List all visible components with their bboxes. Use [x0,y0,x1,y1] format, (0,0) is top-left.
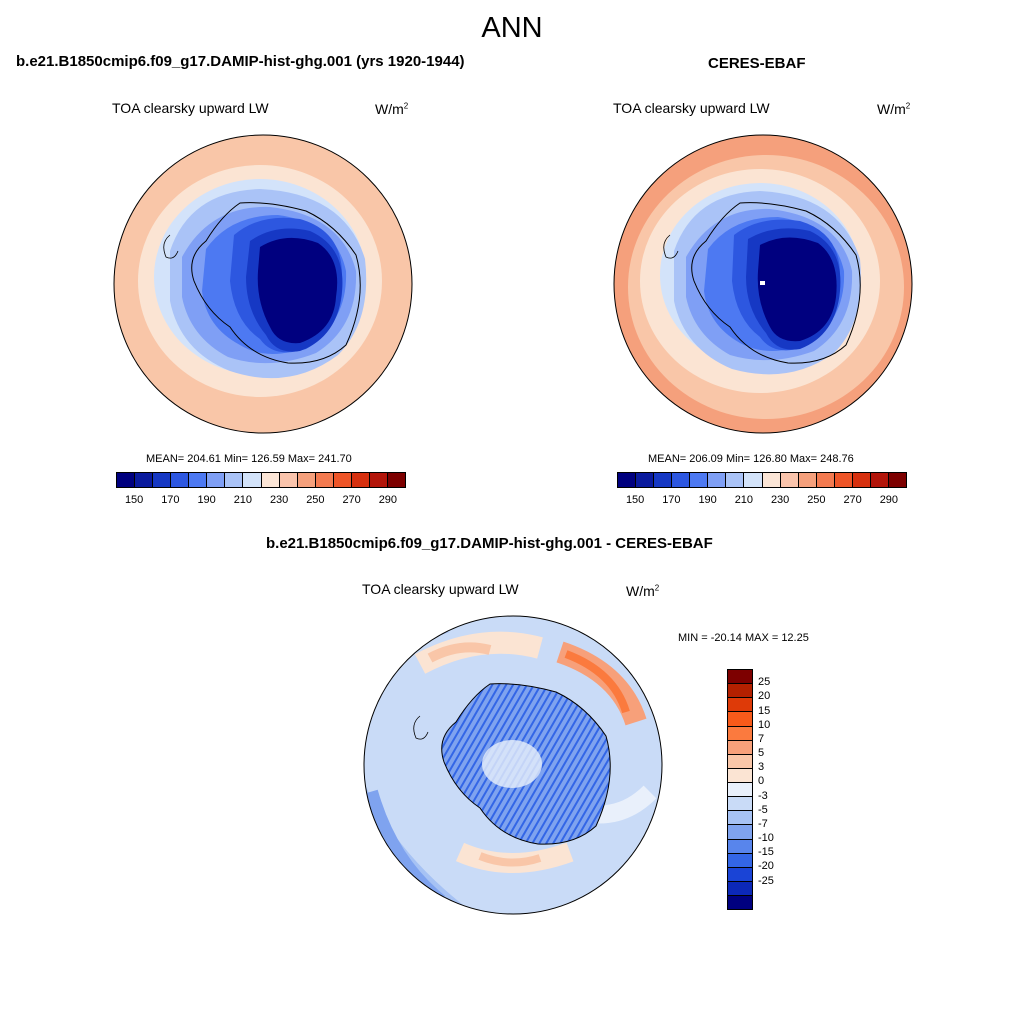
right-colorbar-swatch [744,473,763,487]
diff-stats: MIN = -20.14 MAX = 12.25 [678,632,809,644]
diff-colorbar-swatch [728,768,752,783]
right-colorbar-swatch [798,473,817,487]
left-case-title: b.e21.B1850cmip6.f09_g17.DAMIP-hist-ghg.… [16,53,465,70]
right-polar-map [613,134,913,434]
right-colorbar-swatch [726,473,745,487]
diff-colorbar-swatch [728,839,752,854]
diff-colorbar-tick-label: -15 [758,846,774,859]
right-colorbar-swatch [888,473,906,487]
diff-colorbar-tick-label: -25 [758,874,774,887]
diff-colorbar-tick-label: 3 [758,761,765,774]
diff-colorbar-swatch [728,853,752,868]
diff-colorbar-swatch [728,797,752,812]
right-colorbar-swatch [834,473,853,487]
left-colorbar-tick-label: 230 [269,494,289,506]
right-colorbar-swatch [654,473,673,487]
left-colorbar-tick-label: 150 [124,494,144,506]
left-stats: MEAN= 204.61 Min= 126.59 Max= 241.70 [146,453,352,465]
right-colorbar [617,472,907,488]
right-colorbar-swatch [672,473,691,487]
left-colorbar-swatch [315,473,334,487]
left-units-label: W/m2 [375,101,409,117]
right-colorbar-tick-label: 190 [698,494,717,506]
right-colorbar-tick-label: 250 [807,494,826,506]
right-colorbar-swatch [816,473,835,487]
diff-colorbar-tick-label: 7 [758,732,765,745]
left-colorbar-tick-label: 270 [342,494,361,506]
diff-colorbar-tick-label: 0 [758,775,765,788]
diff-colorbar-tick-label: 15 [758,704,771,717]
right-units-label: W/m2 [877,101,911,117]
diff-colorbar-swatch [728,825,752,840]
diff-colorbar-swatch [728,783,752,798]
diff-colorbar-swatch [728,754,752,769]
right-colorbar-swatch [690,473,709,487]
left-colorbar-swatch [207,473,226,487]
right-colorbar-swatch [636,473,655,487]
right-colorbar-swatch [618,473,637,487]
left-colorbar [116,472,406,488]
diff-colorbar-swatch [728,881,752,896]
left-colorbar-swatch [387,473,405,487]
diff-colorbar-tick-label: -3 [758,789,768,802]
diff-polar-map [363,615,663,915]
right-colorbar-swatch [708,473,727,487]
diff-colorbar-swatch [728,698,752,713]
diff-colorbar-swatch [728,896,752,910]
left-colorbar-tick-label: 250 [306,494,325,506]
diff-colorbar-tick-label: 5 [758,747,765,760]
left-colorbar-tick-label: 170 [161,494,180,506]
diff-colorbar-swatch [728,867,752,882]
right-colorbar-tick-label: 270 [843,494,862,506]
left-colorbar-tick-label: 210 [233,494,253,506]
right-case-title: CERES-EBAF [708,55,806,72]
left-colorbar-swatch [153,473,172,487]
diff-colorbar-swatch [728,740,752,755]
diff-field-label: TOA clearsky upward LW [362,581,519,597]
diff-colorbar-swatch [728,811,752,826]
diff-colorbar-tick-label: -10 [758,832,774,845]
right-colorbar-tick-label: 290 [879,494,899,506]
right-colorbar-swatch [852,473,871,487]
left-colorbar-swatch [225,473,244,487]
left-colorbar-swatch [297,473,316,487]
diff-colorbar-swatch [728,712,752,727]
diff-colorbar-tick-label: -7 [758,817,768,830]
diff-colorbar-swatch [728,726,752,741]
diff-colorbar-tick-label: 25 [758,676,771,689]
right-colorbar-swatch [762,473,781,487]
season-title: ANN [481,12,543,44]
diff-colorbar-tick-label: 20 [758,690,771,703]
diff-colorbar-tick-label: -5 [758,803,768,816]
diff-colorbar-swatch [728,670,752,685]
right-colorbar-tick-label: 150 [625,494,645,506]
diff-colorbar [727,669,753,910]
right-field-label: TOA clearsky upward LW [613,100,770,116]
diff-units-label: W/m2 [626,583,660,599]
right-colorbar-tick-label: 170 [662,494,681,506]
left-colorbar-swatch [333,473,352,487]
diff-colorbar-swatch [728,684,752,699]
left-colorbar-swatch [135,473,154,487]
right-stats: MEAN= 206.09 Min= 126.80 Max= 248.76 [648,453,854,465]
diff-colorbar-tick-label: 10 [758,718,771,731]
right-colorbar-tick-label: 210 [734,494,754,506]
left-colorbar-swatch [189,473,208,487]
left-colorbar-swatch [243,473,262,487]
left-colorbar-swatch [369,473,388,487]
right-colorbar-tick-label: 230 [770,494,790,506]
left-colorbar-tick-label: 290 [378,494,398,506]
right-colorbar-swatch [780,473,799,487]
left-polar-map [113,134,413,434]
right-colorbar-swatch [870,473,889,487]
left-colorbar-swatch [279,473,298,487]
diff-case-title: b.e21.B1850cmip6.f09_g17.DAMIP-hist-ghg.… [266,535,713,552]
left-colorbar-swatch [261,473,280,487]
left-colorbar-swatch [117,473,136,487]
left-field-label: TOA clearsky upward LW [112,100,269,116]
left-colorbar-swatch [351,473,370,487]
left-colorbar-tick-label: 190 [197,494,216,506]
left-colorbar-swatch [171,473,190,487]
diff-colorbar-tick-label: -20 [758,860,774,873]
